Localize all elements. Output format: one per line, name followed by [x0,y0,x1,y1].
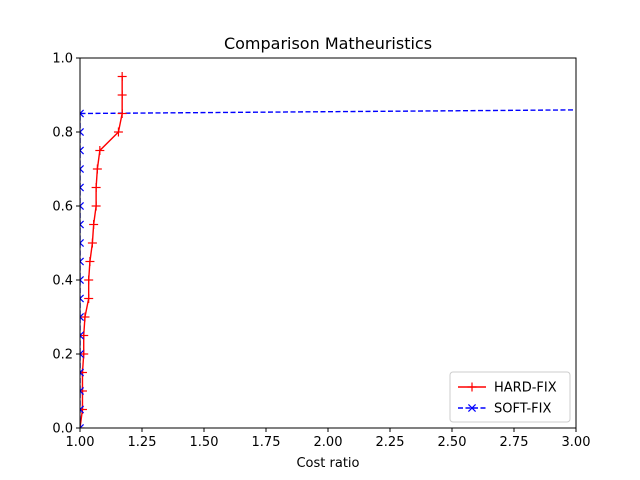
chart-title: Comparison Matheuristics [224,34,432,53]
data-point-hard-fix [80,312,90,322]
y-axis: 0.0 0.2 0.4 0.6 0.8 1.0 [52,52,80,437]
legend-box [449,371,571,423]
data-point-hard-fix [117,109,127,118]
data-point-soft-fix [80,201,85,211]
legend-marker-soft-fix [467,403,477,413]
data-point-hard-fix [91,201,101,211]
legend-marker-hard-fix [467,382,477,392]
y-tick-label: 0.8 [52,126,73,141]
data-point-soft-fix [80,294,85,303]
x-axis-label: Cost ratio [296,456,359,471]
data-point-hard-fix [89,220,99,229]
data-point-soft-fix [80,109,85,118]
data-point-soft-fix [80,257,85,266]
x-tick-label: 2.75 [500,435,529,450]
data-point-hard-fix [84,294,94,303]
x-tick-label: 1.00 [66,435,95,450]
marker-layer [80,72,127,428]
data-point-soft-fix [80,405,85,414]
legend: HARD-FIX SOFT-FIX [449,371,571,423]
data-point-soft-fix [80,127,85,137]
data-point-soft-fix [80,183,85,192]
data-point-hard-fix [92,164,102,174]
data-point-soft-fix [80,164,85,174]
data-point-soft-fix [80,220,85,229]
y-tick-label: 1.0 [52,52,73,67]
x-tick-label: 1.25 [128,435,157,450]
x-tick-label: 2.00 [314,435,343,450]
y-tick-label: 0.0 [52,422,73,437]
data-point-soft-fix [80,238,85,248]
data-point-soft-fix [80,146,85,155]
data-point-hard-fix [87,238,97,248]
data-point-hard-fix [85,257,95,266]
data-point-hard-fix [84,275,94,285]
data-point-hard-fix [117,72,127,81]
x-tick-label: 3.00 [562,435,591,450]
legend-label-hard-fix: HARD-FIX [494,381,557,396]
data-point-hard-fix [95,146,105,155]
legend-label-soft-fix: SOFT-FIX [494,402,551,417]
y-tick-label: 0.6 [52,200,73,215]
data-point-hard-fix [113,127,123,137]
x-tick-label: 1.75 [252,435,281,450]
y-tick-label: 0.2 [52,348,73,363]
data-point-hard-fix [91,183,101,192]
data-point-soft-fix [80,331,85,340]
y-tick-label: 0.4 [52,274,73,289]
x-axis: 1.00 1.25 1.50 1.75 2.00 2.25 2.50 2.75 3.00 [66,428,591,450]
data-point-soft-fix [80,423,85,428]
data-point-soft-fix [80,386,85,396]
data-point-hard-fix [117,90,127,100]
data-point-soft-fix [80,349,85,359]
data-point-soft-fix [80,368,85,377]
data-point-soft-fix [80,312,85,322]
x-tick-label: 1.50 [190,435,219,450]
x-tick-label: 2.25 [376,435,405,450]
data-point-soft-fix [80,275,85,285]
x-tick-label: 2.50 [438,435,467,450]
